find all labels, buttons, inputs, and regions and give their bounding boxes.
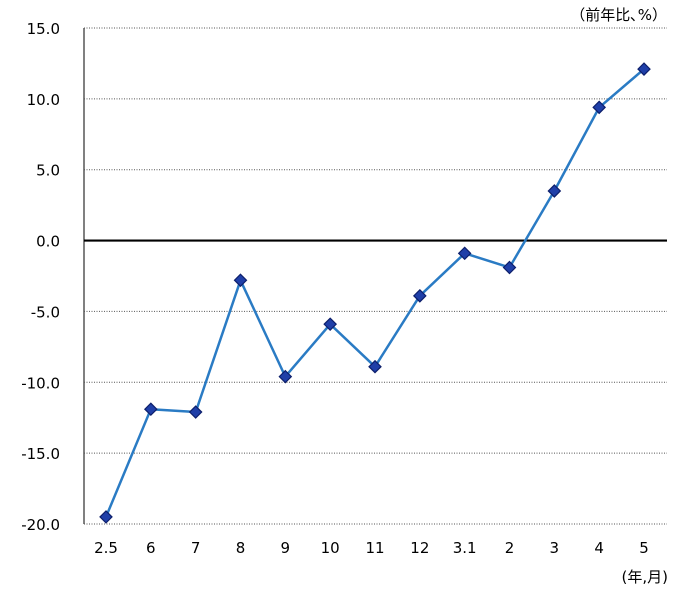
y-tick-label: 0.0 [36,233,60,251]
series-line-path [104,68,645,518]
data-point-marker [457,246,472,261]
x-axis-ticks: 2.5 6 7 8 9 10 11 12 3.1 2 3 4 5 [94,539,649,557]
x-tick-label: 4 [594,539,604,557]
y-tick-label: 15.0 [27,20,60,38]
data-point-marker [502,260,517,275]
x-tick-label: 5 [639,539,649,557]
x-tick-label: 10 [321,539,340,557]
y-tick-label: -5.0 [31,303,60,321]
data-point-marker [323,317,338,332]
y-tick-label: -15.0 [21,445,60,463]
x-tick-label: 9 [281,539,291,557]
y-tick-label: 10.0 [27,91,60,109]
data-point-marker [188,405,203,419]
data-point-marker [233,273,248,288]
data-point-marker [278,369,293,384]
data-point-marker [99,510,113,524]
x-tick-label: 2.5 [94,539,118,557]
data-point-marker [637,62,651,76]
x-unit-label: (年,月) [622,568,668,586]
y-tick-label: -10.0 [21,374,60,392]
grid-lines [83,27,667,525]
data-point-marker [592,100,607,115]
x-tick-label: 11 [365,539,384,557]
y-tick-label: -20.0 [21,516,60,534]
series-markers [99,62,651,524]
x-tick-label: 2 [505,539,515,557]
x-tick-label: 3.1 [453,539,477,557]
x-tick-label: 6 [146,539,156,557]
x-tick-label: 7 [191,539,201,557]
data-point-marker [547,184,562,198]
data-point-marker [368,359,382,374]
y-unit-label: （前年比､%） [570,6,667,24]
data-point-marker [412,288,427,303]
y-axis-ticks: 15.0 10.0 5.0 0.0 -5.0 -10.0 -15.0 -20.0 [21,20,60,534]
x-tick-label: 8 [236,539,246,557]
x-tick-label: 12 [410,539,429,557]
y-tick-label: 5.0 [36,162,60,180]
data-point-marker [143,402,158,417]
series-line [104,68,645,518]
x-tick-label: 3 [550,539,560,557]
